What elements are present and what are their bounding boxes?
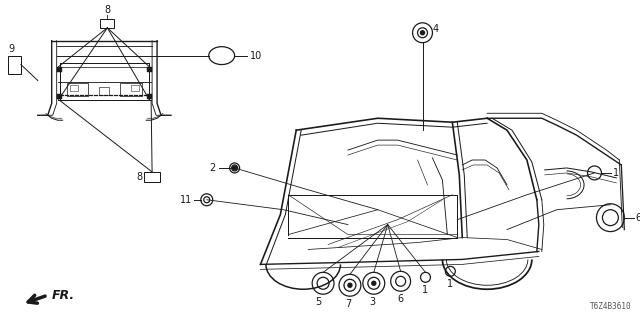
Text: 3: 3 — [370, 297, 376, 307]
Bar — [99, 87, 109, 95]
Bar — [120, 84, 142, 96]
Circle shape — [348, 283, 352, 287]
Text: 7: 7 — [345, 299, 351, 309]
Text: 11: 11 — [180, 195, 192, 205]
Text: 5: 5 — [315, 297, 321, 307]
Bar — [57, 94, 61, 99]
Bar — [147, 94, 152, 99]
Bar — [57, 67, 61, 72]
Circle shape — [232, 166, 237, 170]
Text: 6: 6 — [397, 294, 404, 304]
Text: 8: 8 — [104, 5, 111, 15]
Text: 10: 10 — [250, 51, 262, 60]
Text: 4: 4 — [433, 24, 438, 34]
Bar — [147, 67, 152, 72]
Circle shape — [420, 31, 424, 35]
Text: 1: 1 — [447, 279, 453, 289]
Bar — [67, 84, 88, 96]
Bar — [8, 56, 21, 74]
Text: FR.: FR. — [52, 289, 75, 302]
Text: 6: 6 — [636, 213, 640, 223]
Bar — [131, 85, 139, 92]
Text: T6Z4B3610: T6Z4B3610 — [589, 302, 631, 311]
Bar — [100, 19, 115, 28]
Text: 8: 8 — [136, 172, 142, 182]
Circle shape — [372, 281, 376, 285]
Text: 1: 1 — [422, 285, 429, 295]
Bar — [70, 85, 77, 92]
Text: 9: 9 — [8, 44, 14, 54]
Text: 1: 1 — [613, 168, 620, 178]
Text: 2: 2 — [209, 163, 216, 173]
Bar — [144, 172, 160, 182]
